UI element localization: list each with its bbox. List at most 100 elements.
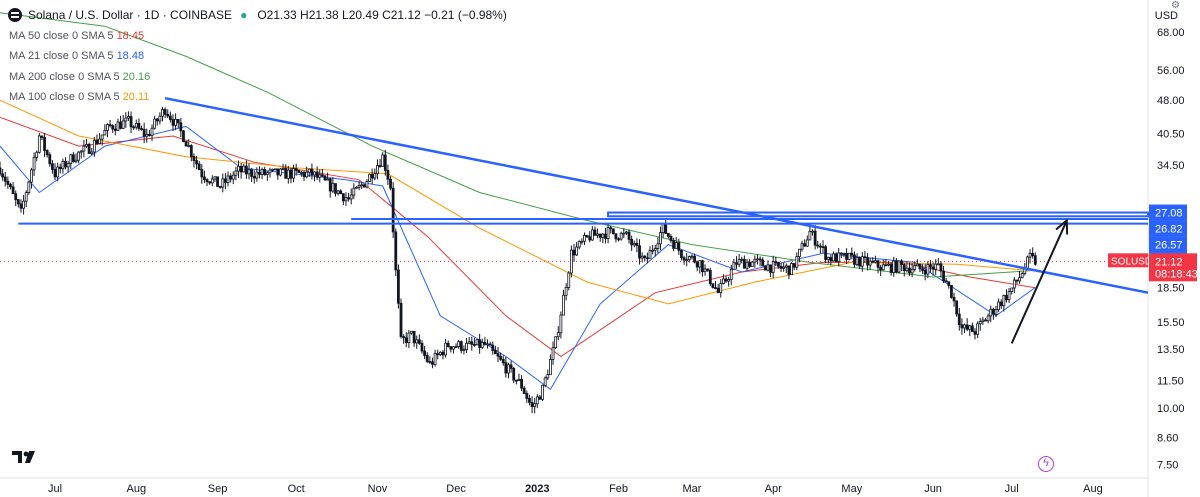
candle-body xyxy=(687,256,691,261)
candle-body xyxy=(1033,255,1037,265)
candle-body xyxy=(203,176,206,181)
candle-body xyxy=(630,239,634,246)
candle-body xyxy=(271,168,274,171)
candle-body xyxy=(900,260,904,265)
candle-body xyxy=(714,287,717,289)
price-level-tag-label: 26.82 xyxy=(1155,224,1183,236)
symbol-title[interactable]: Solana / U.S. Dollar · 1D · COINBASE xyxy=(28,8,233,22)
candle-body xyxy=(423,350,427,356)
candle-body xyxy=(205,179,209,183)
candle-body xyxy=(507,364,510,374)
candle-body xyxy=(902,264,906,272)
candle-body xyxy=(378,165,382,167)
candle-body xyxy=(396,269,400,304)
settings-icon[interactable]: ⚙ xyxy=(1171,0,1180,11)
candle-body xyxy=(556,332,560,338)
candle-body xyxy=(161,109,164,117)
candle-body xyxy=(934,263,938,270)
ma-legend-row[interactable]: MA 21 close 0 SMA 5 18.48 xyxy=(9,50,144,62)
candle-body xyxy=(894,260,898,273)
candle-body xyxy=(787,265,791,276)
candle-body xyxy=(315,171,319,178)
candle-body xyxy=(590,229,594,241)
candle-body xyxy=(155,118,159,122)
candle-body xyxy=(742,258,746,269)
candle-body xyxy=(913,265,917,270)
candle-body xyxy=(908,267,911,274)
candle-body xyxy=(737,259,741,265)
candle-body xyxy=(127,116,130,119)
candle-body xyxy=(189,145,193,157)
candle-body xyxy=(349,194,353,200)
candle-body xyxy=(286,169,290,179)
ma-legend-row[interactable]: MA 100 close 0 SMA 5 20.11 xyxy=(9,91,149,103)
candle-body xyxy=(281,168,285,170)
candle-body xyxy=(588,236,592,241)
candle-body xyxy=(263,169,267,175)
candle-body xyxy=(1007,291,1011,301)
candle-body xyxy=(14,193,18,201)
price-level-tag xyxy=(1149,236,1187,253)
candle-body xyxy=(976,323,980,335)
candle-body xyxy=(750,261,754,267)
candle-body xyxy=(517,379,521,381)
candle-body xyxy=(1,173,5,178)
candle-body xyxy=(546,374,550,379)
axis-currency-unit[interactable]: USD xyxy=(1154,10,1178,22)
candle-body xyxy=(119,121,122,129)
candle-body xyxy=(244,165,248,175)
candle-body xyxy=(769,264,772,273)
lightning-icon[interactable]: ϟ xyxy=(1038,456,1054,472)
candle-body xyxy=(501,358,505,364)
candle-body xyxy=(559,314,563,334)
candle-body xyxy=(95,140,99,144)
candle-body xyxy=(302,172,306,178)
resistance-zone xyxy=(607,211,1149,218)
candle-body xyxy=(1010,287,1014,292)
ma-value: 18.48 xyxy=(116,50,145,62)
candle-body xyxy=(721,278,725,284)
price-level-tag xyxy=(1149,204,1187,221)
ma-legend-row[interactable]: MA 50 close 0 SMA 5 18.45 xyxy=(9,30,144,42)
candle-body xyxy=(297,170,301,174)
candle-body xyxy=(436,353,440,356)
candle-body xyxy=(1012,279,1016,289)
candle-body xyxy=(564,287,568,296)
candle-body xyxy=(124,117,128,122)
candle-body xyxy=(549,359,552,376)
candle-body xyxy=(724,278,728,282)
x-tick-label: Aug xyxy=(127,483,147,495)
candle-body xyxy=(250,169,254,177)
candle-body xyxy=(305,171,309,178)
candle-body xyxy=(90,151,94,154)
candle-body xyxy=(218,186,222,188)
candle-body xyxy=(163,109,167,115)
ohlc-values: O21.33 H21.38 L20.49 C21.12 −0.21 (−0.98… xyxy=(257,8,507,22)
price-level-tag-label: 26.57 xyxy=(1155,240,1183,252)
y-tick-label: 13.50 xyxy=(1157,344,1185,356)
ma-legend-row[interactable]: MA 200 close 0 SMA 5 20.16 xyxy=(9,71,150,83)
candle-body xyxy=(488,343,492,346)
candle-body xyxy=(226,175,230,183)
candle-body xyxy=(300,172,303,174)
symbol-legend: Solana / U.S. Dollar · 1D · COINBASE ● O… xyxy=(8,8,507,22)
candle-body xyxy=(258,171,261,175)
candle-body xyxy=(569,249,573,274)
candle-body xyxy=(695,261,699,268)
candle-body xyxy=(1018,277,1021,282)
candle-body xyxy=(292,168,295,179)
candle-body xyxy=(860,256,864,267)
candle-body xyxy=(475,339,479,346)
ma-value: 20.11 xyxy=(122,91,150,103)
candle-body xyxy=(905,267,909,272)
candle-body xyxy=(984,319,987,322)
candle-body xyxy=(858,257,862,267)
candle-body xyxy=(428,361,432,363)
x-tick-label: Sep xyxy=(208,483,228,495)
y-tick-label: 15.50 xyxy=(1157,317,1185,329)
candle-body xyxy=(417,339,421,344)
candle-body xyxy=(1005,295,1008,301)
candle-body xyxy=(832,253,835,262)
candle-body xyxy=(528,398,531,403)
